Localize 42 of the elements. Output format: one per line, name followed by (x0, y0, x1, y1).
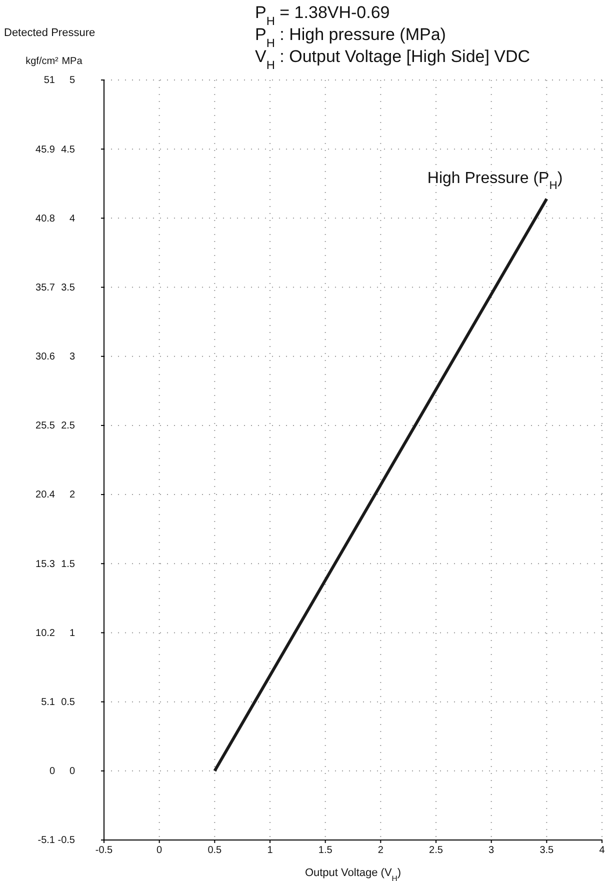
x-tick-label: 3 (488, 845, 495, 856)
y-tick-label: 4 (69, 213, 76, 224)
y2-tick-label: 51 (44, 75, 56, 86)
y-tick-label: 2.5 (61, 420, 76, 432)
y-tick-label: 3 (69, 352, 76, 363)
x-tick-label: 1 (267, 845, 274, 856)
text: P$_{H}$ = 1.38VH-0.69 (255, 3, 390, 28)
x-tick-label: 0 (156, 845, 163, 856)
y2-tick-label: 35.7 (36, 282, 56, 294)
y-tick-label: 0 (69, 766, 76, 778)
x-tick-label: 3.5 (540, 845, 554, 856)
chart-title: Detected Pressure (4, 27, 96, 39)
y2-tick-label: 0 (49, 766, 56, 778)
y2-tick-label: 40.8 (36, 213, 56, 224)
text: P$_{H}$ : High pressure (MPa) (255, 25, 446, 50)
y-tick-label: 4.5 (61, 144, 76, 156)
y2-tick-label: -5.1 (38, 835, 56, 846)
x-axis-title: Output Voltage (V$_{H}$) (304, 867, 402, 881)
y2-tick-label: 25.5 (36, 420, 56, 432)
x-tick-label: 2 (378, 845, 384, 856)
y-tick-label: 1 (69, 628, 76, 639)
y-tick-label: -0.5 (58, 835, 76, 846)
x-tick-label: -0.5 (95, 845, 114, 856)
text: V$_{H}$ : Output Voltage [High Side] VDC (255, 47, 530, 72)
y-tick-label: 2 (69, 490, 76, 501)
y2-tick-label: 30.6 (36, 352, 56, 363)
y2-tick-label: 45.9 (36, 144, 56, 156)
series-label: High Pressure (P$_{H}$) (427, 170, 563, 192)
y-tick-label: 0.5 (61, 697, 76, 708)
y2-axis-title: kgf/cm² (26, 56, 60, 67)
y-tick-label: 3.5 (61, 282, 76, 294)
y-tick-label: 5 (69, 75, 76, 86)
y2-tick-label: 15.3 (36, 558, 56, 570)
y2-tick-label: 20.4 (36, 490, 56, 501)
y-axis-title: MPa (62, 56, 83, 67)
x-tick-label: 2.5 (429, 845, 444, 856)
y2-tick-label: 5.1 (41, 697, 56, 708)
y-tick-label: 1.5 (61, 558, 76, 570)
x-tick-label: 1.5 (318, 845, 333, 856)
x-tick-label: 0.5 (208, 845, 222, 856)
x-tick-label: 4 (599, 845, 606, 856)
y2-tick-label: 10.2 (36, 628, 56, 639)
